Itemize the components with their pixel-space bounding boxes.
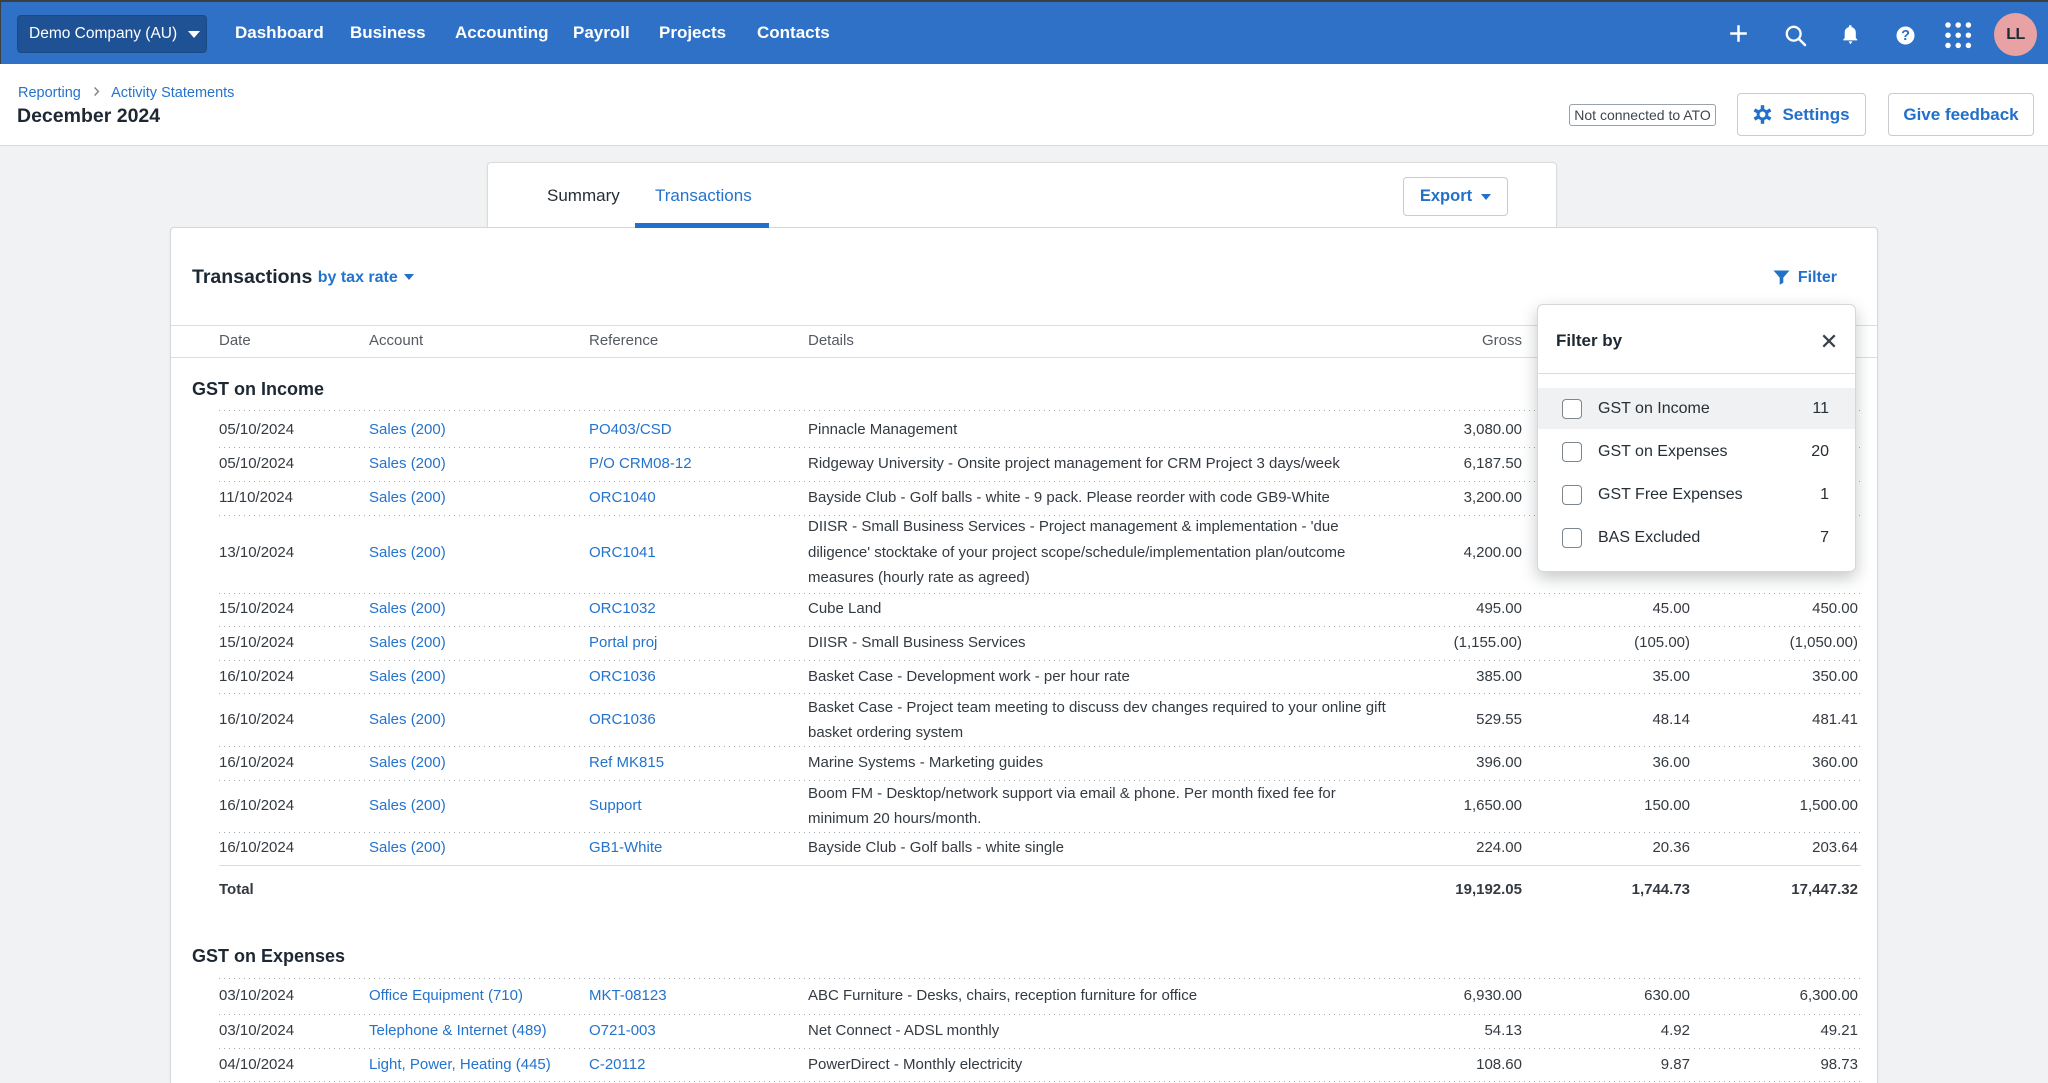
svg-text:?: ?: [1901, 28, 1910, 44]
